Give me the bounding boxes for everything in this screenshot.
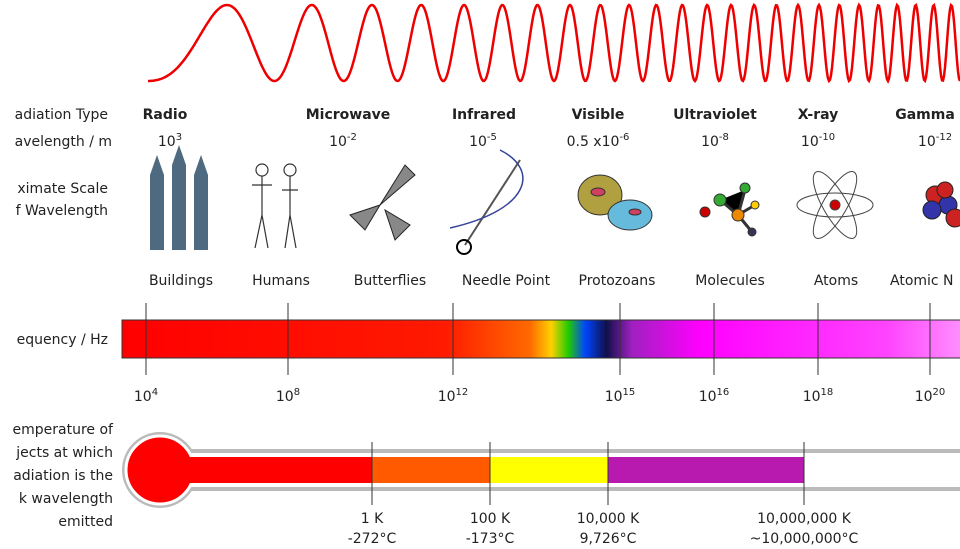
frequency-label-exp: 20 — [933, 387, 946, 398]
icon-needle — [449, 149, 524, 255]
scale-label: Buildings — [149, 273, 213, 289]
frequency-bar — [121, 319, 960, 359]
band-name: Gamma — [895, 107, 955, 123]
wavelength-base: 10 — [329, 134, 347, 150]
wavelength-base: 10 — [801, 134, 819, 150]
temperature-kelvin: 100 K — [470, 511, 511, 527]
wavelength: 10-8 — [701, 132, 729, 150]
temp-white — [804, 457, 960, 483]
temperature-celsius: -272°C — [348, 531, 397, 547]
frequency-label-base: 10 — [438, 389, 456, 405]
row-label: f Wavelength — [16, 203, 108, 219]
temp-purple — [608, 457, 804, 483]
temp-orange — [372, 457, 490, 483]
band-name: X-ray — [798, 107, 839, 123]
row-label: adiation Type — [15, 107, 108, 123]
temperature-kelvin: 10,000 K — [577, 511, 640, 527]
temperature-kelvin: 1 K — [361, 511, 384, 527]
band-name: Visible — [572, 107, 625, 123]
wavelength-exp: -5 — [487, 132, 497, 143]
frequency-label: 104 — [134, 387, 158, 405]
wavelength-exp: 3 — [176, 132, 182, 143]
wavelength-exp: -2 — [347, 132, 357, 143]
scale-label: Butterflies — [354, 273, 426, 289]
wavelength: 10-5 — [469, 132, 497, 150]
icon-molecule — [699, 182, 760, 237]
frequency-label-exp: 12 — [456, 387, 469, 398]
temp-red — [180, 457, 372, 483]
band-name: Microwave — [306, 107, 391, 123]
band-name: Radio — [143, 107, 188, 123]
wavelength: 103 — [158, 132, 182, 150]
frequency-label: 1016 — [699, 387, 730, 405]
frequency-label-exp: 4 — [152, 387, 158, 398]
band-name: Ultraviolet — [673, 107, 757, 123]
frequency-label-base: 10 — [915, 389, 933, 405]
frequency-label-base: 10 — [699, 389, 717, 405]
icon-nucleus — [922, 181, 960, 228]
wavelength-exp: -8 — [719, 132, 729, 143]
temperature-celsius: ~10,000,000°C — [750, 531, 859, 547]
row-label: ximate Scale — [17, 181, 108, 197]
row-label: emperature of — [13, 422, 115, 438]
frequency-label: 1015 — [605, 387, 636, 405]
wavelength: 10-2 — [329, 132, 357, 150]
row-label: jects at which — [15, 445, 113, 461]
wave — [148, 2, 960, 84]
row-label: equency / Hz — [17, 332, 108, 348]
wavelength-exp: -6 — [619, 132, 629, 143]
icon-humans — [252, 163, 298, 249]
wavelength-base: 10 — [469, 134, 487, 150]
frequency-label-exp: 15 — [623, 387, 636, 398]
wavelength: 0.5 x10-6 — [567, 132, 630, 150]
wavelength-base: 10 — [918, 134, 936, 150]
row-label: emitted — [58, 514, 113, 530]
wavelength-base: 0.5 x10 — [567, 134, 620, 150]
wavelength-exp: -10 — [819, 132, 835, 143]
frequency-label-base: 10 — [803, 389, 821, 405]
band-name: Infrared — [452, 107, 516, 123]
scale-label: Humans — [252, 273, 310, 289]
wavelength-exp: -12 — [936, 132, 952, 143]
wavelength-base: 10 — [701, 134, 719, 150]
frequency-label: 1020 — [915, 387, 946, 405]
icon-buildings — [150, 145, 208, 250]
icon-butterfly — [349, 164, 416, 241]
temp-yellow — [490, 457, 608, 483]
frequency-label-exp: 8 — [294, 387, 300, 398]
wavelength: 10-12 — [918, 132, 952, 150]
frequency-label: 108 — [276, 387, 300, 405]
temperature-celsius: 9,726°C — [580, 531, 637, 547]
frequency-label-exp: 16 — [717, 387, 730, 398]
scale-label: Atoms — [814, 273, 858, 289]
wavelength-base: 10 — [158, 134, 176, 150]
row-label: adiation is the — [13, 468, 113, 484]
frequency-label-base: 10 — [276, 389, 294, 405]
scale-label: Atomic N — [890, 273, 954, 289]
frequency-label: 1018 — [803, 387, 834, 405]
scale-label: Molecules — [695, 273, 765, 289]
frequency-label: 1012 — [438, 387, 469, 405]
frequency-label-base: 10 — [605, 389, 623, 405]
temperature-celsius: -173°C — [466, 531, 515, 547]
temperature-kelvin: 10,000,000 K — [757, 511, 852, 527]
frequency-label-base: 10 — [134, 389, 152, 405]
row-label: k wavelength — [19, 491, 113, 507]
row-label: avelength / m — [15, 134, 112, 150]
scale-label: Protozoans — [579, 273, 656, 289]
frequency-label-exp: 18 — [821, 387, 834, 398]
wavelength: 10-10 — [801, 132, 835, 150]
icon-atom — [796, 171, 874, 239]
scale-label: Needle Point — [462, 273, 551, 289]
icon-protozoa — [577, 174, 653, 231]
